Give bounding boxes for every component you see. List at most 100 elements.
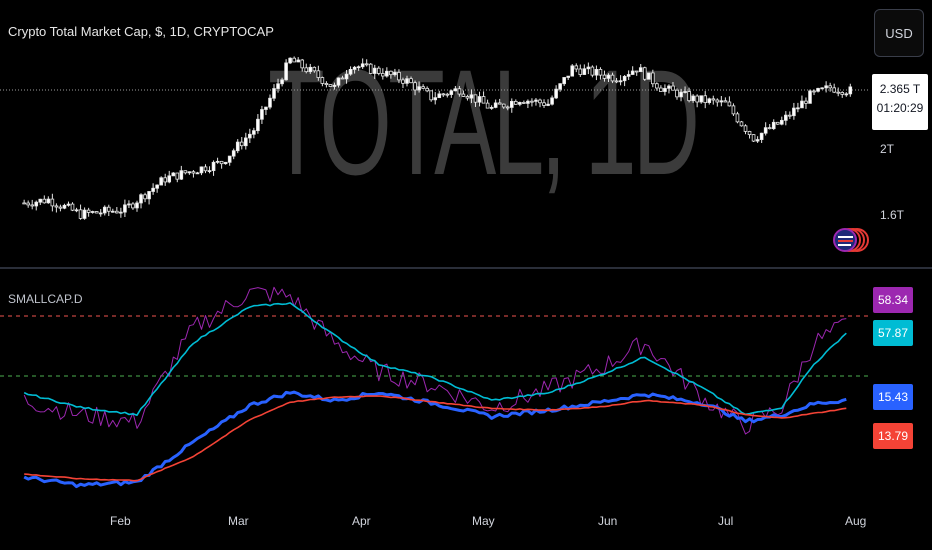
candle — [280, 79, 284, 85]
candle — [106, 206, 111, 212]
candle — [397, 71, 401, 81]
candle — [804, 100, 808, 104]
candle — [586, 66, 591, 70]
candle — [433, 97, 438, 101]
candle — [767, 127, 772, 130]
candle — [304, 67, 309, 73]
candle — [687, 91, 691, 102]
candle — [227, 155, 232, 163]
candle — [784, 114, 788, 121]
candle — [457, 88, 462, 95]
candle — [691, 95, 695, 102]
candle — [747, 131, 752, 136]
candle — [626, 74, 631, 77]
candle — [268, 97, 272, 108]
candle — [340, 77, 345, 80]
candle — [296, 59, 300, 63]
candle — [695, 95, 699, 103]
candle — [771, 121, 776, 130]
candle — [163, 177, 168, 183]
candle — [356, 66, 361, 69]
candle — [348, 69, 353, 75]
candle — [115, 210, 119, 214]
candle — [590, 66, 595, 76]
badge-cyan: 57.87 — [873, 320, 913, 346]
candle — [62, 204, 67, 209]
indicator-title[interactable]: SMALLCAP.D — [8, 292, 83, 306]
candle — [316, 70, 321, 78]
candle — [219, 160, 224, 165]
candle — [530, 100, 534, 103]
currency-button[interactable]: USD — [874, 9, 924, 57]
candle — [381, 73, 385, 77]
candle — [284, 62, 288, 81]
candle — [300, 59, 305, 69]
bar-countdown: 01:20:29 — [876, 101, 924, 115]
candle — [171, 172, 176, 177]
time-label: Apr — [352, 514, 371, 528]
candle — [461, 93, 466, 97]
candle — [46, 198, 51, 204]
candle — [642, 67, 647, 80]
candle — [179, 170, 184, 180]
candle — [352, 66, 357, 70]
candle — [485, 102, 490, 109]
candle — [582, 68, 587, 75]
candle — [34, 201, 39, 207]
candle — [344, 73, 349, 80]
candle — [610, 74, 615, 82]
candle — [22, 202, 26, 205]
candle — [598, 69, 603, 76]
time-label: Jun — [598, 514, 618, 528]
candle — [183, 170, 188, 174]
candle — [566, 75, 570, 78]
last-price-value: 2.365 T — [879, 82, 921, 96]
candle — [578, 68, 583, 75]
indicator-series-line — [24, 395, 847, 482]
candle — [659, 87, 663, 92]
candle — [715, 99, 720, 103]
candle — [606, 74, 611, 79]
candle — [143, 194, 147, 200]
candle — [243, 137, 248, 147]
candle — [473, 94, 478, 103]
candle — [836, 91, 841, 94]
candle — [151, 187, 155, 192]
candle — [489, 107, 494, 109]
candle — [602, 74, 607, 79]
flag-icon[interactable] — [829, 220, 869, 260]
candle — [469, 94, 474, 99]
candle — [256, 118, 260, 132]
candle — [763, 127, 768, 134]
candle — [393, 71, 397, 76]
candle — [703, 95, 708, 103]
candle — [385, 70, 389, 77]
candle — [320, 77, 325, 84]
candle — [667, 85, 671, 89]
candle — [413, 82, 417, 91]
candle — [679, 91, 683, 98]
candle — [820, 87, 824, 90]
candle — [775, 121, 780, 125]
indicator-series-line — [23, 286, 847, 435]
candle — [594, 69, 599, 76]
candle — [264, 106, 268, 110]
candle — [123, 204, 127, 213]
candle — [215, 160, 220, 163]
candle — [376, 67, 381, 74]
candle — [94, 211, 99, 214]
symbol-title[interactable]: Crypto Total Market Cap, $, 1D, CRYPTOCA… — [8, 24, 274, 39]
candle — [119, 211, 123, 214]
candle — [546, 103, 550, 106]
candle — [542, 102, 546, 106]
candle — [828, 85, 832, 89]
candle — [735, 113, 740, 123]
candle — [816, 87, 820, 92]
candle — [759, 132, 764, 140]
candle — [477, 96, 482, 103]
candle — [840, 92, 845, 95]
candle — [135, 202, 139, 209]
candle — [522, 102, 526, 104]
candle — [159, 177, 163, 186]
